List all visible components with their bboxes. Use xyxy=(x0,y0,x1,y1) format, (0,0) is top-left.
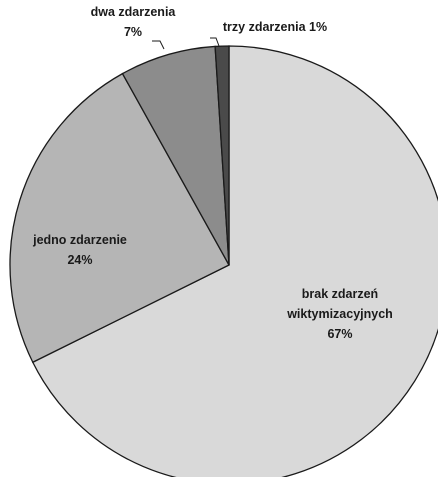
slice-labels: brak zdarzeń wiktymizacyjnych 67% jedno zda… xyxy=(32,5,393,341)
slice-trzy-zdarzenia xyxy=(214,45,230,266)
slice-brak-zdarzen xyxy=(31,45,438,477)
pie-slices xyxy=(9,45,438,477)
slice-jedno-zdarzenie xyxy=(9,72,230,364)
leader-trzy-zdarzenia xyxy=(210,37,220,47)
label-brak-zdarzen: brak zdarzeń wiktymizacyjnych 67% xyxy=(286,287,393,341)
label-dwa-zdarzenia: dwa zdarzenia 7% xyxy=(91,5,177,39)
leader-lines xyxy=(152,37,220,50)
leader-dwa-zdarzenia xyxy=(152,40,165,50)
label-trzy-zdarzenia: trzy zdarzenia 1% xyxy=(223,20,327,34)
label-jedno-zdarzenie: jedno zdarzenie 24% xyxy=(32,233,127,267)
